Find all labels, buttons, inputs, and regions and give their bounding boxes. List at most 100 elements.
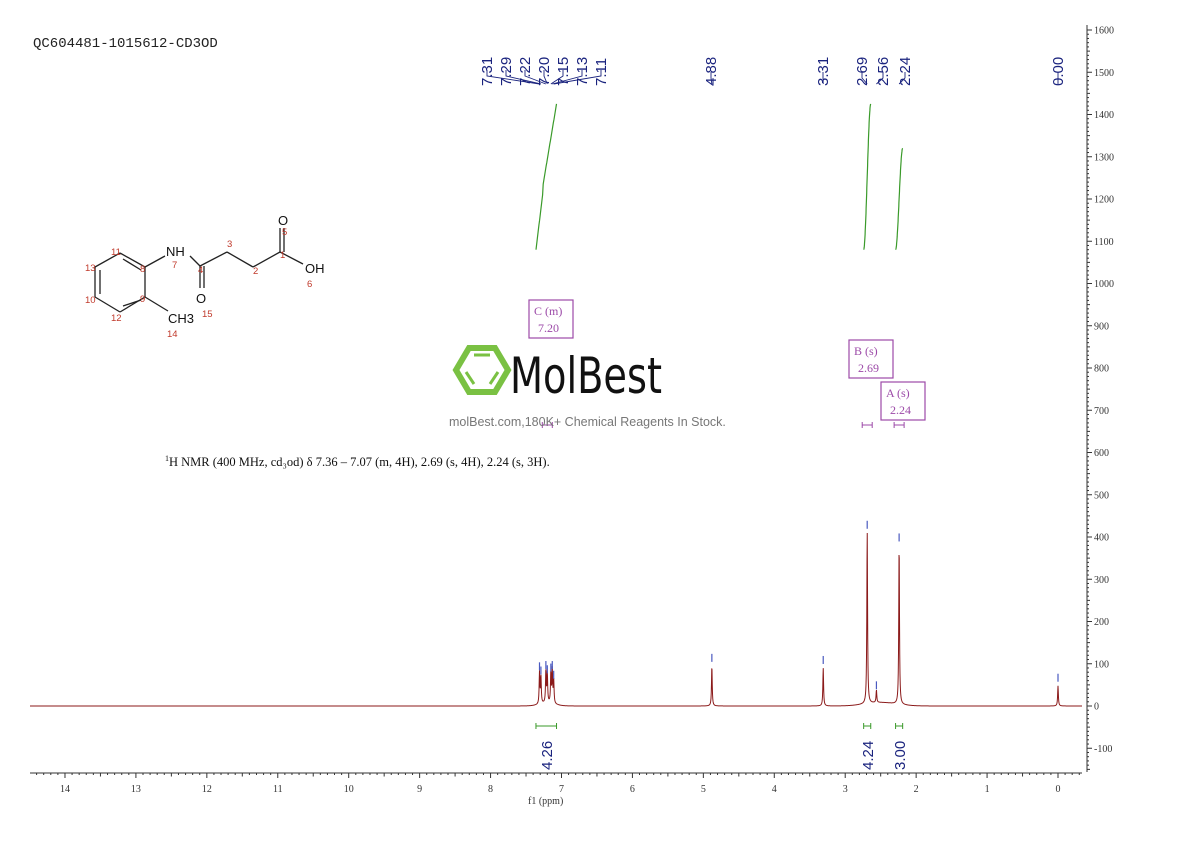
x-tick-label: 8 <box>488 784 493 795</box>
x-tick-label: 13 <box>131 784 141 795</box>
integral-range-bar <box>863 723 872 729</box>
y-tick-label: 1600 <box>1094 26 1114 37</box>
y-tick-label: 1500 <box>1094 68 1114 79</box>
atom-number: 11 <box>111 247 121 258</box>
atom-o: O <box>278 213 288 228</box>
x-tick-label: 7 <box>559 784 564 795</box>
watermark-brand: MolBest <box>510 347 662 405</box>
multiplet-box <box>880 381 926 421</box>
x-tick-label: 6 <box>630 784 635 795</box>
x-tick-label: 12 <box>202 784 212 795</box>
y-tick-label: 1400 <box>1094 110 1114 121</box>
peak-label: 7.20 <box>536 57 553 86</box>
multiplet-shift: 7.20 <box>538 321 559 335</box>
y-tick-label: -100 <box>1094 744 1112 755</box>
x-axis-label: f1 (ppm) <box>528 796 563 807</box>
x-tick-label: 9 <box>417 784 422 795</box>
atom-number: 1 <box>280 250 285 261</box>
atom-number: 13 <box>85 263 96 274</box>
peak-markers <box>538 520 1059 690</box>
peak-leader-line <box>710 72 713 85</box>
multiplet-range-marker <box>541 422 553 428</box>
x-tick-label: 11 <box>273 784 283 795</box>
sample-title: QC604481-1015612-CD3OD <box>33 36 218 52</box>
peak-leader-line <box>876 72 884 85</box>
axes: 14 13 12 11 10 9 8 7 6 5 4 3 2 1 0-1000100200300400500… <box>30 25 1114 795</box>
atom-number: 12 <box>111 313 122 324</box>
x-tick-label: 1 <box>985 784 990 795</box>
molecule-structure <box>94 228 304 313</box>
peak-label: 2.56 <box>875 57 892 86</box>
x-tick-label: 3 <box>843 784 848 795</box>
peak-label: 7.11 <box>593 58 610 86</box>
multiplet-boxes: C (m) 7.20 B (s) 2.69 A (s) 2.24 <box>528 299 926 428</box>
x-tick-label: 5 <box>701 784 706 795</box>
multiplet-range-marker <box>893 422 905 428</box>
integral-curve <box>535 103 558 250</box>
y-tick-label: 100 <box>1094 659 1109 670</box>
atom-number: 7 <box>172 260 177 271</box>
atom-number: 15 <box>202 309 213 320</box>
x-tick-label: 2 <box>914 784 919 795</box>
peak-label: 7.13 <box>574 57 591 86</box>
peak-leader-line <box>486 70 540 85</box>
peak-leader-line <box>543 70 548 85</box>
y-tick-label: 200 <box>1094 617 1109 628</box>
peak-leader-line <box>524 70 547 85</box>
multiplet-range-marker <box>861 422 873 428</box>
y-tick-label: 800 <box>1094 364 1109 375</box>
atom-number: 4 <box>198 265 203 276</box>
peak-labels: 7.31 7.29 7.22 7.20 7.15 7.13 7.11 4.88 3.31 2.69… <box>479 57 1067 86</box>
integral-curve <box>863 103 872 250</box>
x-tick-label: 4 <box>772 784 777 795</box>
y-tick-label: 500 <box>1094 490 1109 501</box>
atom-nh: NH <box>166 244 185 259</box>
peak-leader-line <box>552 70 583 85</box>
y-tick-label: 600 <box>1094 448 1109 459</box>
y-tick-label: 400 <box>1094 533 1109 544</box>
atom-number: 5 <box>282 227 287 238</box>
multiplet-box <box>528 299 574 339</box>
atom-o: O <box>196 291 206 306</box>
description-text: H NMR (400 MHz, cd₃od) δ 7.36 – 7.07 (m,… <box>169 455 550 469</box>
atom-number: 14 <box>167 329 178 340</box>
integral-value: 4.24 <box>860 741 877 770</box>
atom-number: 2 <box>253 266 258 277</box>
x-tick-label: 0 <box>1056 784 1061 795</box>
y-tick-label: 1000 <box>1094 279 1114 290</box>
y-tick-label: 0 <box>1094 702 1099 713</box>
atom-number: 9 <box>140 294 145 305</box>
y-tick-label: 900 <box>1094 321 1109 332</box>
peak-label: 0.00 <box>1050 57 1067 86</box>
atom-number: 8 <box>140 264 145 275</box>
atom-oh: OH <box>305 261 325 276</box>
peak-label: 3.31 <box>815 57 832 86</box>
peak-label: 7.22 <box>517 57 534 86</box>
multiplet-label: A (s) <box>886 386 910 400</box>
molbest-logo <box>452 345 512 395</box>
peak-leader-line <box>898 72 906 85</box>
integrals: 4.26 4.24 3.00 <box>535 103 909 770</box>
integral-curve <box>895 147 904 250</box>
peak-label: 7.31 <box>479 57 496 86</box>
y-tick-label: 300 <box>1094 575 1109 586</box>
multiplet-shift: 2.69 <box>858 361 879 375</box>
y-tick-label: 700 <box>1094 406 1109 417</box>
peak-label: 7.29 <box>498 57 515 86</box>
integral-range-bar <box>535 723 558 729</box>
peak-label: 2.24 <box>897 57 914 86</box>
x-tick-label: 14 <box>60 784 70 795</box>
peak-leader-line <box>553 70 602 85</box>
superscript: 1 <box>165 454 169 463</box>
peak-leader-line <box>861 72 868 85</box>
nmr-description: 1H NMR (400 MHz, cd₃od) δ 7.36 – 7.07 (m… <box>165 454 550 469</box>
y-tick-label: 1300 <box>1094 152 1114 163</box>
y-tick-label: 1200 <box>1094 195 1114 206</box>
integral-value: 3.00 <box>892 741 909 770</box>
atom-number: 6 <box>307 279 312 290</box>
atom-number: 10 <box>85 295 96 306</box>
atom-number: 3 <box>227 239 232 250</box>
multiplet-label: C (m) <box>534 304 562 318</box>
